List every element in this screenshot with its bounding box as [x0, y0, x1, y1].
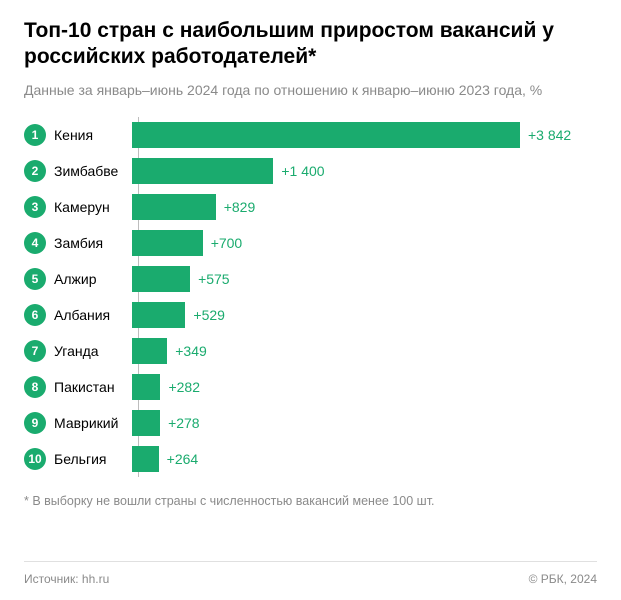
country-label: Замбия	[46, 235, 132, 251]
bar	[132, 374, 160, 400]
chart-row: 8Пакистан +282	[24, 369, 597, 405]
chart-row: 9Маврикий +278	[24, 405, 597, 441]
bar-area: +529	[132, 297, 597, 333]
bar	[132, 194, 216, 220]
value-label: +3 842	[520, 127, 571, 143]
value-label: +282	[160, 379, 200, 395]
country-label: Албания	[46, 307, 132, 323]
country-label: Пакистан	[46, 379, 132, 395]
rank-badge: 1	[24, 124, 46, 146]
value-label: +278	[160, 415, 200, 431]
bar	[132, 230, 203, 256]
value-label: +829	[216, 199, 256, 215]
bar-area: +349	[132, 333, 597, 369]
chart-row: 4Замбия +700	[24, 225, 597, 261]
country-label: Камерун	[46, 199, 132, 215]
bar-area: +829	[132, 189, 597, 225]
country-label: Маврикий	[46, 415, 132, 431]
value-label: +349	[167, 343, 207, 359]
bar-area: +700	[132, 225, 597, 261]
chart-subtitle: Данные за январь–июнь 2024 года по отнош…	[24, 81, 597, 100]
bar-area: +278	[132, 405, 597, 441]
rank-badge: 9	[24, 412, 46, 434]
value-label: +264	[159, 451, 199, 467]
value-label: +700	[203, 235, 243, 251]
chart-row: 1Кения +3 842	[24, 117, 597, 153]
value-label: +1 400	[273, 163, 324, 179]
bar-area: +282	[132, 369, 597, 405]
country-label: Алжир	[46, 271, 132, 287]
source-label: Источник: hh.ru	[24, 572, 109, 586]
bar-area: +1 400	[132, 153, 597, 189]
bar-area: +575	[132, 261, 597, 297]
bar	[132, 410, 160, 436]
chart-row: 10Бельгия +264	[24, 441, 597, 477]
bar	[132, 338, 167, 364]
chart-row: 3Камерун +829	[24, 189, 597, 225]
value-label: +529	[185, 307, 225, 323]
country-label: Кения	[46, 127, 132, 143]
chart-row: 6Албания +529	[24, 297, 597, 333]
rank-badge: 10	[24, 448, 46, 470]
copyright-label: © РБК, 2024	[529, 572, 597, 586]
value-label: +575	[190, 271, 230, 287]
bar-chart: 1Кения +3 842 2Зимбабве +1 400 3Камерун +829 4…	[24, 117, 597, 477]
bar	[132, 446, 159, 472]
bar-area: +264	[132, 441, 597, 477]
chart-title: Топ-10 стран с наибольшим приростом вака…	[24, 18, 597, 71]
rank-badge: 3	[24, 196, 46, 218]
chart-footer: Источник: hh.ru © РБК, 2024	[24, 561, 597, 586]
country-label: Уганда	[46, 343, 132, 359]
chart-row: 2Зимбабве +1 400	[24, 153, 597, 189]
rank-badge: 4	[24, 232, 46, 254]
country-label: Бельгия	[46, 451, 132, 467]
bar	[132, 158, 273, 184]
chart-row: 7Уганда +349	[24, 333, 597, 369]
rank-badge: 7	[24, 340, 46, 362]
bar	[132, 122, 520, 148]
rank-badge: 5	[24, 268, 46, 290]
chart-row: 5Алжир +575	[24, 261, 597, 297]
rank-badge: 8	[24, 376, 46, 398]
rank-badge: 2	[24, 160, 46, 182]
bar	[132, 266, 190, 292]
rank-badge: 6	[24, 304, 46, 326]
bar	[132, 302, 185, 328]
country-label: Зимбабве	[46, 163, 132, 179]
chart-footnote: * В выборку не вошли страны с численност…	[24, 493, 597, 511]
bar-area: +3 842	[132, 117, 597, 153]
